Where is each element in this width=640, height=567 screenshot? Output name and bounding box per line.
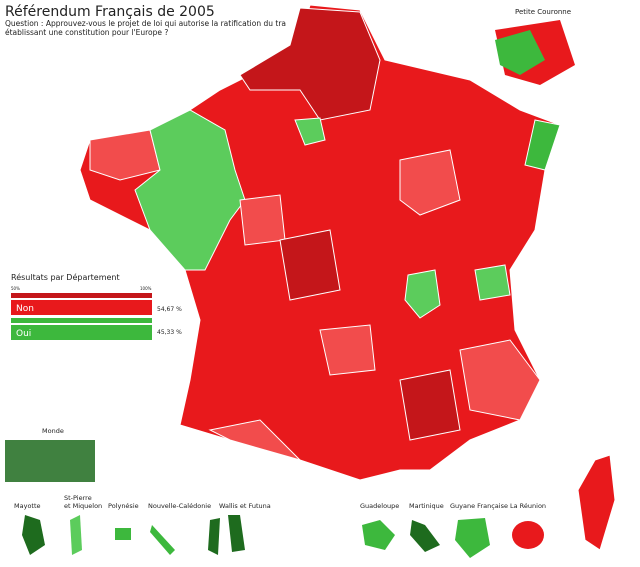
legend-label: Non [16, 304, 34, 314]
territory [70, 515, 82, 555]
department [399, 149, 461, 216]
department [524, 119, 561, 171]
inset-green [495, 30, 545, 75]
label: St-Pierre [64, 494, 92, 502]
petite-couronne: Petite Couronne [495, 8, 575, 85]
label: Mayotte [14, 502, 41, 510]
department [208, 419, 302, 462]
legend-value: 54,67 % [157, 306, 182, 313]
department [294, 117, 326, 146]
department [239, 7, 381, 121]
department [459, 339, 541, 421]
inset-title: Petite Couronne [515, 8, 571, 16]
department [399, 369, 461, 441]
department [239, 194, 286, 246]
territory [455, 518, 490, 558]
territory [362, 520, 395, 550]
france [79, 4, 616, 551]
label: La Réunion [510, 502, 546, 510]
label: Guyane Française [450, 502, 508, 510]
territory [150, 525, 175, 555]
world [5, 440, 95, 482]
legend-value: 45,33 % [157, 329, 182, 336]
legend-box [11, 300, 152, 315]
territory [512, 521, 544, 549]
department [404, 269, 441, 319]
legend-title: Résultats par Département [11, 272, 120, 282]
label: Nouvelle-Calédonie [148, 502, 211, 510]
department [279, 229, 341, 301]
title: Référendum Français de 2005 [5, 4, 215, 20]
department [89, 129, 161, 181]
question: Question : Approuvez-vous le projet de l… [5, 19, 286, 28]
label: et Miquelon [64, 502, 102, 510]
legend-label: Oui [16, 329, 31, 339]
department [319, 324, 376, 376]
scale-bar [11, 318, 152, 323]
territory [208, 515, 245, 555]
department [134, 109, 246, 271]
department [474, 264, 511, 301]
overseas: Monde Mayotte St-Pierre et Miquelon Poly… [5, 427, 546, 558]
label: Monde [42, 427, 64, 435]
corsica [577, 454, 616, 551]
territory [22, 515, 45, 555]
legend-box [11, 325, 152, 340]
territory [115, 528, 131, 540]
label: Guadeloupe [360, 502, 399, 510]
territory [410, 520, 440, 552]
question: établissant une constitution pour l'Euro… [5, 28, 168, 37]
legend: Résultats par Département 50% 100% Non 5… [11, 272, 182, 340]
scale-bar [11, 293, 152, 298]
label: Martinique [409, 502, 444, 510]
scale-label: 50% [11, 286, 20, 291]
label: Wallis et Futuna [219, 502, 271, 510]
label: Polynésie [108, 502, 139, 510]
scale-label: 100% [140, 286, 152, 291]
